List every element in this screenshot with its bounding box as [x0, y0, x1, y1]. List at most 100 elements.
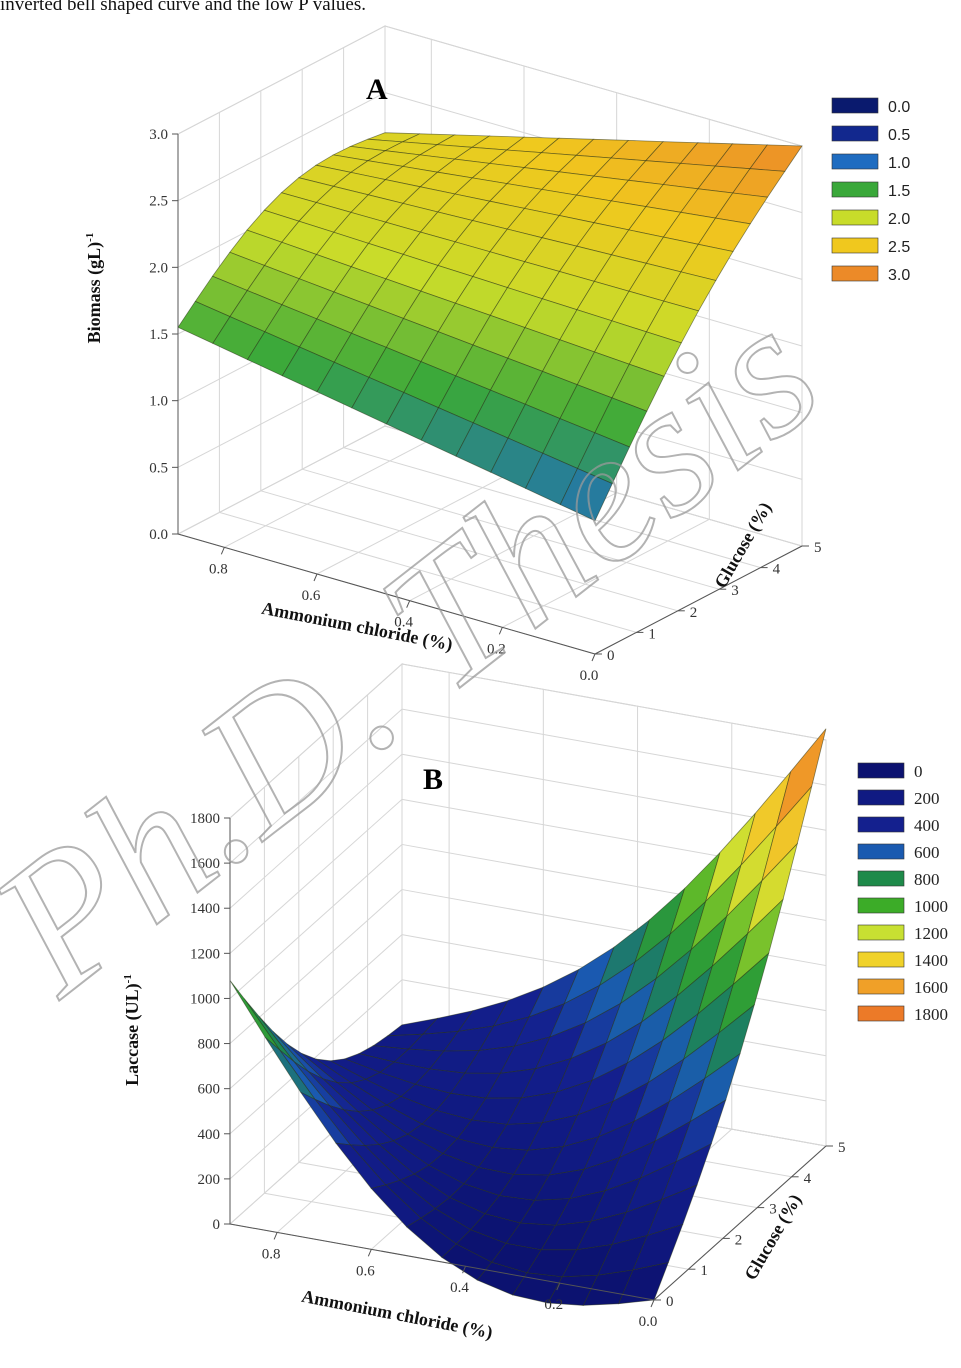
y-tick-label: 3 [731, 583, 739, 599]
z-tick-label: 1200 [190, 946, 220, 962]
x-axis-line [177, 533, 596, 655]
x-tick-label: 0.0 [580, 668, 599, 684]
legend-swatch [857, 762, 905, 779]
x-tick-label: 0.2 [544, 1297, 563, 1313]
legend-swatch [857, 924, 905, 941]
y-axis-line [653, 1145, 827, 1301]
x-tick-mark [367, 1249, 372, 1257]
y-tick-label: 2 [690, 605, 698, 621]
legend-label: 3.0 [888, 267, 910, 284]
surface-patch [559, 467, 613, 522]
x-tick-mark [650, 1299, 655, 1308]
gridline-floor-x [316, 465, 525, 575]
z-tick-label: 1.5 [149, 327, 168, 343]
legend-label: 400 [914, 816, 940, 835]
z-tick-label: 600 [198, 1082, 221, 1098]
x-tick-label: 0.6 [356, 1263, 375, 1279]
gridline-side-z [229, 753, 403, 909]
x-tick-label: 0.6 [302, 588, 321, 604]
legend-swatch [831, 125, 879, 142]
plot-b-axes: 0 200 400 600 800 1000 1200 1400 1600 1800 0.8 0.6 0… [190, 811, 846, 1330]
legend-swatch [831, 153, 879, 170]
surface-plot-a: 0.0 0.5 1.0 1.5 2.0 2.5 3.0 0.8 0.6 0.4 0.2 0.0 0 1 2 3… [84, 25, 910, 684]
gridline-back-z [401, 663, 827, 741]
legend-swatch [831, 209, 879, 226]
y-tick-label: 4 [804, 1171, 812, 1187]
y-tick-label: 4 [773, 562, 781, 578]
gridline-back-z [401, 708, 827, 786]
legend-swatch [831, 181, 879, 198]
legend-label: 0 [914, 762, 923, 781]
gridline-side-z [229, 934, 403, 1090]
legend-swatch [857, 816, 905, 833]
gridline-side-z [177, 25, 386, 135]
y-axis-line [594, 545, 803, 655]
legend-swatch [857, 1005, 905, 1022]
legend-label: 600 [914, 843, 940, 862]
z-tick-label: 1400 [190, 901, 220, 917]
legend-label: 1200 [914, 924, 948, 943]
gridline-side-z [229, 844, 403, 999]
x-tick-mark [462, 1266, 467, 1274]
gridline-floor-y [343, 447, 761, 569]
gridline-side-z [177, 425, 386, 535]
x-tick-mark [220, 547, 225, 555]
legend-label: 1000 [914, 897, 948, 916]
y-tick-label: 0 [666, 1294, 674, 1310]
legend-swatch [831, 97, 879, 114]
legend-label: 200 [914, 789, 940, 808]
panel-label-b: B [423, 763, 443, 796]
z-tick-label: 0.5 [149, 460, 168, 476]
legend-label: 2.0 [888, 211, 910, 228]
z-tick-label: 400 [198, 1127, 221, 1143]
x-tick-label: 0.0 [639, 1314, 658, 1330]
y-tick-label: 5 [814, 540, 822, 556]
gridline-side-z [177, 92, 386, 202]
z-tick-label: 2.0 [149, 260, 168, 276]
gridline-floor-x [224, 438, 432, 548]
z-tick-label: 1600 [190, 856, 220, 872]
x-tick-mark [556, 1282, 561, 1291]
z-tick-label: 800 [198, 1037, 221, 1053]
legend-label: 1600 [914, 978, 948, 997]
z-tick-label: 2.5 [149, 194, 168, 210]
plot-a-surface [177, 132, 803, 522]
y-tick-label: 2 [735, 1232, 743, 1248]
x-tick-mark [498, 627, 503, 635]
x-tick-mark [406, 600, 411, 608]
y-tick-label: 5 [838, 1140, 846, 1156]
legend-swatch [857, 870, 905, 887]
gridline-floor-y [302, 468, 720, 590]
x-tick-mark [273, 1232, 278, 1240]
z-tick-label: 1800 [190, 811, 220, 827]
gridline-back-z [384, 25, 803, 147]
legend-label: 800 [914, 870, 940, 889]
legend-swatch [857, 897, 905, 914]
gridline-side-z [229, 663, 403, 819]
gridline-side-z [229, 979, 403, 1135]
plot-a-z-axis-title: Biomass (gL)-1 [84, 233, 105, 344]
gridline-side-z [229, 708, 403, 864]
x-tick-label: 0.2 [487, 641, 506, 657]
gridline-floor-y [219, 511, 637, 633]
x-tick-label: 0.8 [262, 1246, 281, 1262]
legend-swatch [857, 978, 905, 995]
z-tick-label: 0 [213, 1217, 221, 1233]
legend-label: 2.5 [888, 239, 910, 256]
z-tick-label: 3.0 [149, 127, 168, 143]
legend-swatch [857, 843, 905, 860]
legend-label: 1800 [914, 1005, 948, 1024]
y-tick-label: 1 [648, 626, 656, 642]
gridline-side-z [229, 798, 403, 954]
plot-b-z-axis-title: Laccase (UL)-1 [122, 974, 143, 1086]
x-tick-label: 0.4 [450, 1280, 469, 1296]
z-tick-label: 1.0 [149, 394, 168, 410]
legend-label: 1.0 [888, 155, 910, 172]
panel-label-a: A [366, 73, 388, 106]
gridline-floor-x [502, 518, 710, 628]
x-axis-line [229, 1223, 655, 1301]
top-text-line: inverted bell shaped curve and the low P… [0, 0, 366, 15]
legend-swatch [831, 237, 879, 254]
legend-label: 0.0 [888, 99, 910, 116]
